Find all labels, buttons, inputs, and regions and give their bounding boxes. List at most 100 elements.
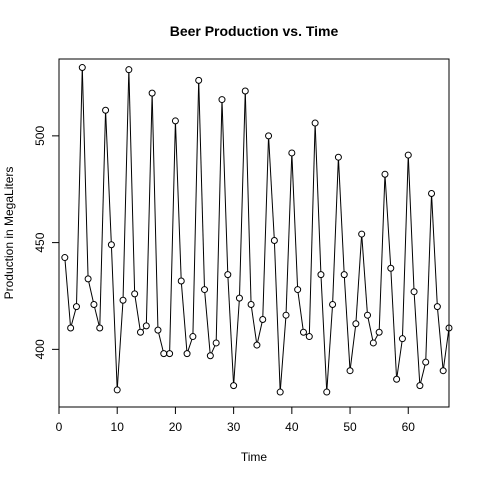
data-point bbox=[334, 153, 342, 161]
series-segment bbox=[361, 237, 368, 313]
data-point bbox=[119, 296, 127, 304]
data-point bbox=[416, 382, 424, 390]
data-point bbox=[375, 328, 383, 336]
data-point bbox=[439, 367, 447, 375]
series-segment bbox=[314, 126, 322, 272]
data-point bbox=[148, 89, 156, 97]
data-point bbox=[276, 388, 284, 396]
data-point bbox=[270, 236, 278, 244]
y-tick-label: 500 bbox=[33, 126, 47, 146]
data-point bbox=[136, 328, 144, 336]
data-point bbox=[67, 324, 75, 332]
series-segment bbox=[425, 196, 432, 360]
data-point bbox=[422, 358, 430, 366]
series-segment bbox=[134, 296, 141, 330]
data-point bbox=[235, 294, 243, 302]
series-segment bbox=[116, 303, 124, 387]
series-points-group bbox=[61, 64, 453, 396]
data-point bbox=[387, 264, 395, 272]
series-segment bbox=[88, 281, 94, 302]
series-segment bbox=[420, 364, 426, 383]
series-segment bbox=[338, 160, 345, 272]
data-point bbox=[61, 254, 69, 262]
series-segment bbox=[396, 341, 403, 377]
series-segment bbox=[151, 96, 159, 328]
data-point bbox=[154, 326, 162, 334]
series-segment bbox=[308, 126, 316, 334]
data-point bbox=[311, 119, 319, 127]
data-point bbox=[340, 271, 348, 279]
series-segment bbox=[99, 113, 106, 326]
x-tick-label: 10 bbox=[111, 420, 125, 434]
series-segment bbox=[175, 123, 182, 279]
data-point bbox=[72, 303, 80, 311]
data-point bbox=[445, 324, 453, 332]
series-segment bbox=[402, 158, 409, 336]
x-axis: 0 10 20 30 40 50 60 bbox=[56, 406, 415, 434]
series-segment bbox=[187, 339, 193, 351]
series-segment bbox=[390, 271, 397, 377]
series-segment bbox=[64, 260, 71, 326]
data-point bbox=[107, 241, 115, 249]
y-axis-label: Production in MegaLiters bbox=[2, 167, 16, 300]
x-tick-label: 40 bbox=[285, 420, 299, 434]
data-point bbox=[206, 352, 214, 360]
series-segment bbox=[407, 158, 415, 289]
data-point bbox=[224, 271, 232, 279]
data-point bbox=[195, 76, 203, 84]
data-point bbox=[230, 382, 238, 390]
series-segment bbox=[273, 243, 281, 390]
series-segment bbox=[233, 301, 240, 383]
data-point bbox=[282, 311, 290, 319]
series-segment bbox=[291, 155, 299, 287]
series-segment bbox=[211, 345, 216, 354]
series-segment bbox=[268, 138, 275, 238]
data-point bbox=[410, 288, 418, 296]
data-point bbox=[294, 286, 302, 294]
data-point bbox=[398, 335, 406, 343]
series-segment bbox=[239, 94, 246, 296]
series-segment bbox=[413, 294, 421, 383]
data-point bbox=[253, 341, 261, 349]
series-segment bbox=[355, 237, 362, 321]
chart-title: Beer Production vs. Time bbox=[170, 23, 339, 39]
series-segment bbox=[221, 102, 229, 272]
data-point bbox=[142, 322, 150, 330]
series-segment bbox=[349, 326, 356, 368]
series-segment bbox=[76, 70, 83, 304]
data-point bbox=[305, 333, 313, 341]
series-segment bbox=[384, 177, 392, 266]
series-segment bbox=[320, 277, 328, 390]
data-point bbox=[352, 320, 360, 328]
data-point bbox=[241, 87, 249, 95]
series-segment bbox=[443, 330, 450, 368]
series-segment bbox=[111, 247, 118, 387]
data-point bbox=[288, 149, 296, 157]
x-tick-label: 0 bbox=[56, 420, 63, 434]
data-point bbox=[84, 275, 92, 283]
series-segment bbox=[158, 332, 164, 351]
data-point bbox=[259, 315, 267, 323]
series-segment bbox=[332, 160, 339, 302]
series-segment bbox=[81, 70, 89, 276]
y-axis: 400 450 500 bbox=[33, 126, 60, 359]
series-segment bbox=[326, 307, 333, 390]
series-segment bbox=[343, 277, 351, 368]
data-point bbox=[201, 286, 209, 294]
x-tick-label: 50 bbox=[343, 420, 357, 434]
data-point bbox=[212, 339, 220, 347]
data-point bbox=[369, 339, 377, 347]
series-segment bbox=[367, 318, 374, 341]
data-point bbox=[171, 117, 179, 125]
series-segment bbox=[215, 102, 223, 340]
data-point bbox=[265, 132, 273, 140]
data-point bbox=[364, 311, 372, 319]
series-segment bbox=[378, 177, 386, 330]
data-point bbox=[113, 386, 121, 394]
data-point bbox=[189, 333, 197, 341]
data-point bbox=[329, 301, 337, 309]
series-segment bbox=[285, 155, 293, 313]
series-segment bbox=[431, 196, 438, 304]
